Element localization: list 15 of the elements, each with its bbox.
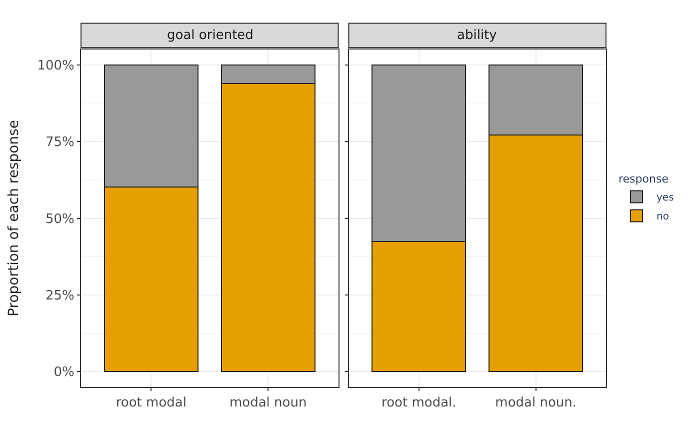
- y-tick-label: 75%: [45, 135, 74, 150]
- y-tick-label: 0%: [54, 365, 74, 380]
- chart-title: goal oriented: [167, 28, 254, 43]
- chart-title: ability: [457, 28, 498, 43]
- y-tick-label: 50%: [45, 212, 74, 227]
- legend-label: yes: [656, 192, 674, 204]
- x-tick-label: modal noun.: [495, 396, 577, 411]
- x-tick-label: root modal.: [382, 396, 456, 411]
- legend-label: no: [656, 212, 669, 223]
- y-tick-label: 25%: [45, 288, 74, 304]
- y-tick-label: 100%: [37, 58, 74, 74]
- x-tick-label: root modal: [116, 396, 186, 411]
- x-tick-label: modal noun: [229, 396, 307, 411]
- legend-title: response: [618, 172, 669, 186]
- y-axis-title: Proportion of each response: [6, 120, 22, 316]
